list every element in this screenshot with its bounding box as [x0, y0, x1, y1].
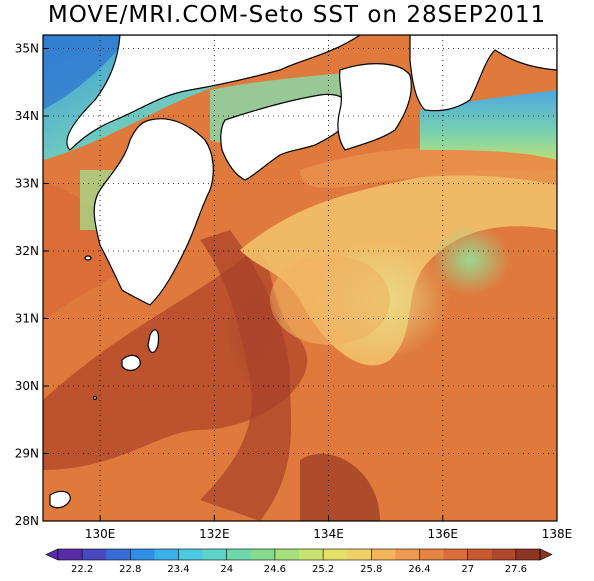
small-island-2: [92, 395, 98, 401]
lon-tick-label: 134E: [313, 527, 344, 541]
colorbar-label: 23.4: [167, 564, 189, 575]
lat-tick-label: 29N: [15, 447, 39, 461]
honshu-east-landmass: [409, 35, 557, 112]
colorbar-label: 22.8: [119, 564, 141, 575]
colorbar-labels: 22.2 22.8 23.4 24 24.6 25.2 25.8 26.4 27 27.6: [71, 549, 527, 575]
colorbar-swatch: [323, 549, 348, 560]
colorbar-label: 24.6: [264, 564, 286, 575]
lat-tick-label: 35N: [15, 42, 39, 56]
yakushima-island: [121, 354, 141, 371]
latitude-ticks: 35N 34N 33N 32N 31N 30N 29N 28N: [15, 42, 49, 528]
colorbar-label: 25.2: [312, 564, 334, 575]
lon-tick-label: 130E: [85, 527, 116, 541]
lat-tick-label: 28N: [15, 514, 39, 528]
plot-frame: [42, 34, 558, 522]
colorbar-swatch: [154, 549, 179, 560]
lon-tick-label: 136E: [428, 527, 459, 541]
lat-tick-label: 31N: [15, 312, 39, 326]
colorbar-label: 24: [220, 564, 233, 575]
colorbar-swatch: [443, 549, 469, 560]
colorbar-swatch: [515, 549, 541, 560]
land-masses: [49, 35, 557, 509]
kyushu-landmass: [93, 118, 214, 306]
colorbar-swatch: [419, 549, 445, 560]
colorbar-low-arrow: [45, 548, 59, 561]
colorbar-swatch: [274, 549, 300, 560]
colorbar-label: 27: [461, 564, 474, 575]
amami-island: [49, 490, 71, 509]
colorbar-swatch: [491, 549, 517, 560]
tanegashima-island: [147, 329, 160, 354]
colorbar-swatch: [250, 549, 276, 560]
lat-tick-label: 34N: [15, 109, 39, 123]
colorbar-swatch: [467, 549, 493, 560]
colorbar-label: 22.2: [71, 564, 93, 575]
colorbar-swatch: [58, 549, 83, 560]
lat-tick-label: 32N: [15, 244, 39, 258]
colorbar-swatch: [299, 549, 324, 560]
colorbar-swatch: [202, 549, 228, 560]
honshu-landmass: [66, 35, 362, 151]
colorbar-swatch: [347, 549, 372, 560]
colorbar-swatch: [106, 549, 131, 560]
grid-lines: [43, 35, 557, 521]
longitude-ticks: 130E 132E 134E 136E 138E: [85, 515, 572, 541]
colorbar-label: 25.8: [360, 564, 382, 575]
colorbar: [45, 548, 553, 561]
colorbar-swatch: [226, 549, 252, 560]
colorbar-swatch: [178, 549, 204, 560]
map-title: MOVE/MRI.COM-Seto SST on 28SEP2011: [47, 2, 547, 28]
colorbar-label: 26.4: [408, 564, 430, 575]
lat-tick-label: 33N: [15, 177, 39, 191]
lon-tick-label: 132E: [199, 527, 230, 541]
colorbar-swatch: [395, 549, 420, 560]
colorbar-high-arrow: [539, 548, 553, 561]
colorbar-swatch: [82, 549, 107, 560]
lon-tick-label: 138E: [542, 527, 573, 541]
kii-landmass: [337, 63, 412, 151]
lat-tick-label: 30N: [15, 379, 39, 393]
colorbar-swatch: [130, 549, 155, 560]
small-island: [84, 255, 92, 261]
colorbar-swatch: [371, 549, 396, 560]
colorbar-outline: [57, 548, 541, 561]
colorbar-label: 27.6: [505, 564, 527, 575]
